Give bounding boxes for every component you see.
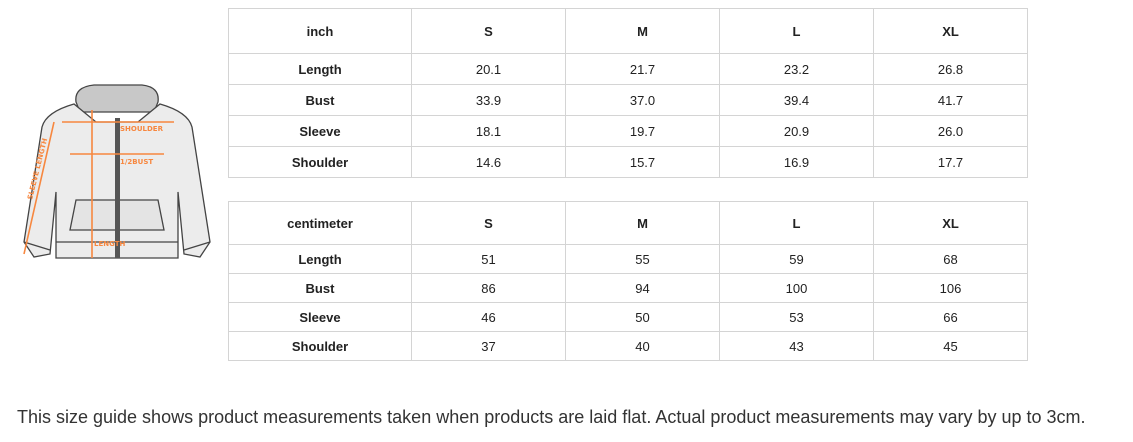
measurement-value: 106 — [873, 273, 1028, 303]
size-header: XL — [873, 8, 1028, 54]
measurement-label: Shoulder — [228, 146, 412, 178]
measurement-value: 46 — [411, 302, 566, 332]
measurement-value: 18.1 — [411, 115, 566, 147]
unit-header: inch — [228, 8, 412, 54]
shoulder-label: SHOULDER — [120, 125, 164, 133]
table-row: Sleeve 46 50 53 66 — [228, 302, 1028, 332]
size-header: S — [411, 201, 566, 245]
measurement-label: Length — [228, 244, 412, 274]
measurement-value: 39.4 — [719, 84, 874, 116]
size-header: M — [565, 8, 720, 54]
measurement-label: Sleeve — [228, 115, 412, 147]
measurement-value: 37.0 — [565, 84, 720, 116]
measurement-value: 37 — [411, 331, 566, 361]
measurement-value: 17.7 — [873, 146, 1028, 178]
measurement-value: 23.2 — [719, 53, 874, 85]
measurement-label: Bust — [228, 84, 412, 116]
size-header: S — [411, 8, 566, 54]
measurement-value: 59 — [719, 244, 874, 274]
measurement-value: 15.7 — [565, 146, 720, 178]
table-row: Shoulder 37 40 43 45 — [228, 331, 1028, 361]
length-label: LENGTH — [94, 240, 125, 248]
measurement-label: Bust — [228, 273, 412, 303]
measurement-value: 20.9 — [719, 115, 874, 147]
measurement-value: 51 — [411, 244, 566, 274]
centimeter-size-table: centimeter S M L XL Length 51 55 59 68 Bust 86… — [228, 201, 1028, 361]
size-header: M — [565, 201, 720, 245]
table-row: Bust 33.9 37.0 39.4 41.7 — [228, 84, 1028, 116]
measurement-value: 50 — [565, 302, 720, 332]
size-header: L — [719, 8, 874, 54]
measurement-value: 26.8 — [873, 53, 1028, 85]
unit-header: centimeter — [228, 201, 412, 245]
hoodie-measurement-diagram: SHOULDER 1/2BUST LENGTH SLEEVE LENGTH — [23, 84, 211, 259]
table-row: Bust 86 94 100 106 — [228, 273, 1028, 303]
table-header-row: centimeter S M L XL — [228, 201, 1028, 245]
bust-label: 1/2BUST — [120, 158, 153, 166]
measurement-value: 45 — [873, 331, 1028, 361]
measurement-value: 33.9 — [411, 84, 566, 116]
measurement-value: 94 — [565, 273, 720, 303]
measurement-value: 21.7 — [565, 53, 720, 85]
measurement-value: 20.1 — [411, 53, 566, 85]
table-header-row: inch S M L XL — [228, 8, 1028, 54]
measurement-value: 55 — [565, 244, 720, 274]
table-row: Sleeve 18.1 19.7 20.9 26.0 — [228, 115, 1028, 147]
measurement-label: Shoulder — [228, 331, 412, 361]
measurement-label: Length — [228, 53, 412, 85]
measurement-value: 68 — [873, 244, 1028, 274]
measurement-value: 86 — [411, 273, 566, 303]
size-guide-note: This size guide shows product measuremen… — [17, 407, 1086, 427]
measurement-value: 41.7 — [873, 84, 1028, 116]
measurement-value: 100 — [719, 273, 874, 303]
table-row: Length 51 55 59 68 — [228, 244, 1028, 274]
size-header: L — [719, 201, 874, 245]
size-header: XL — [873, 201, 1028, 245]
measurement-value: 26.0 — [873, 115, 1028, 147]
measurement-value: 66 — [873, 302, 1028, 332]
inch-size-table: inch S M L XL Length 20.1 21.7 23.2 26.8 Bust… — [228, 8, 1028, 178]
measurement-value: 16.9 — [719, 146, 874, 178]
measurement-value: 43 — [719, 331, 874, 361]
measurement-value: 19.7 — [565, 115, 720, 147]
table-row: Shoulder 14.6 15.7 16.9 17.7 — [228, 146, 1028, 178]
measurement-label: Sleeve — [228, 302, 412, 332]
measurement-value: 40 — [565, 331, 720, 361]
measurement-value: 53 — [719, 302, 874, 332]
table-row: Length 20.1 21.7 23.2 26.8 — [228, 53, 1028, 85]
measurement-value: 14.6 — [411, 146, 566, 178]
